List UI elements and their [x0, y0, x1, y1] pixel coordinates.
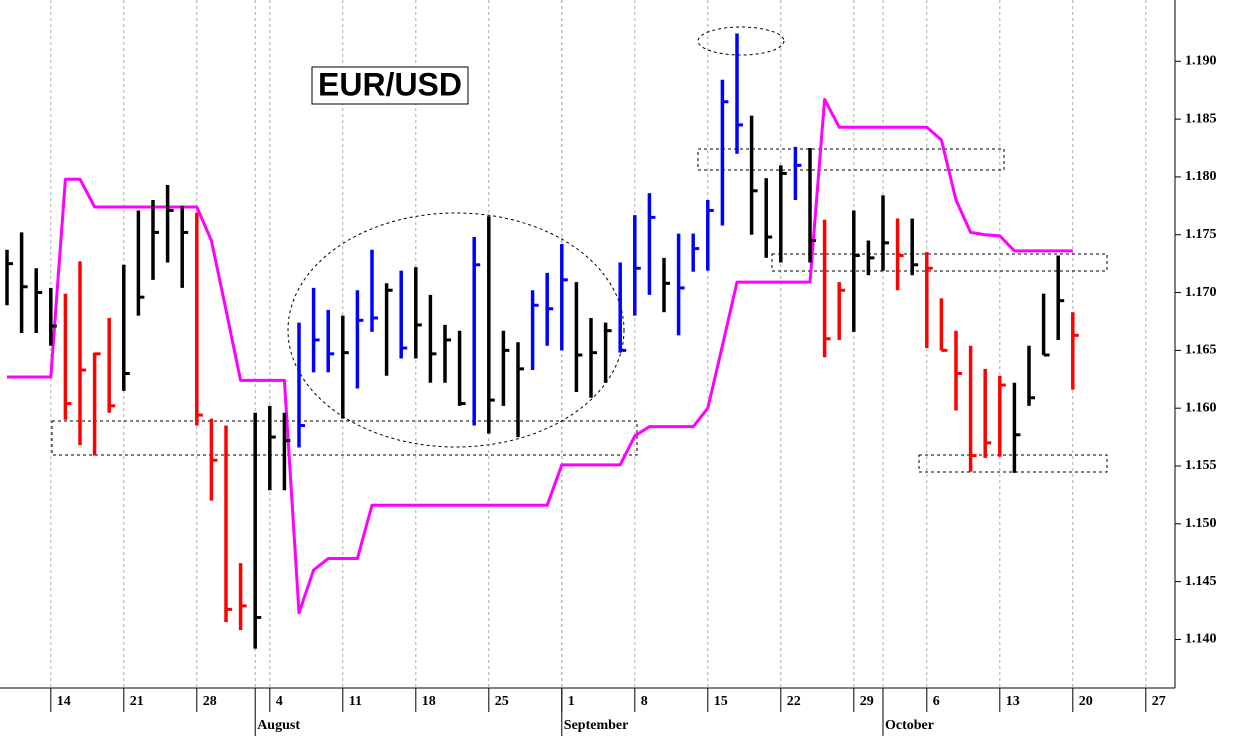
x-tick-label: 14: [57, 694, 71, 709]
y-tick-label: 1.175: [1185, 227, 1217, 242]
x-tick-label: 21: [130, 694, 144, 709]
x-tick-label: 27: [1152, 694, 1166, 709]
axes: 1.140 1.145 1.150 1.155 1.160 1.165 1.170 1.175…: [50, 54, 1217, 736]
x-tick-label: 15: [714, 694, 728, 709]
y-tick-label: 1.170: [1185, 285, 1217, 300]
month-label: September: [564, 718, 629, 733]
title-box: [311, 66, 469, 105]
y-tick-label: 1.185: [1185, 111, 1217, 126]
month-label: August: [257, 718, 300, 733]
x-tick-label: 4: [276, 694, 283, 709]
month-label: October: [885, 718, 934, 733]
x-tick-label: 6: [933, 694, 940, 709]
plot: [5, 33, 1079, 649]
resistance-box: [697, 148, 1005, 171]
x-tick-label: 28: [203, 694, 217, 709]
y-tick-label: 1.180: [1185, 169, 1217, 184]
consolidation-ellipse: [287, 212, 625, 448]
y-tick-label: 1.160: [1185, 400, 1217, 415]
x-tick-label: 13: [1006, 694, 1020, 709]
annotations: [51, 26, 1108, 473]
support-box: [51, 420, 638, 456]
overlay-line: [7, 97, 1073, 615]
y-tick-label: 1.140: [1185, 632, 1217, 647]
y-tick-label: 1.145: [1185, 574, 1217, 589]
level-box: [771, 253, 1108, 272]
x-tick-label: 29: [860, 694, 874, 709]
y-tick-label: 1.150: [1185, 516, 1217, 531]
x-tick-label: 18: [422, 694, 436, 709]
peak-ellipse: [697, 26, 785, 56]
x-tick-label: 1: [568, 694, 575, 709]
x-tick-label: 11: [349, 694, 362, 709]
x-tick-label: 22: [787, 694, 801, 709]
x-tick-label: 25: [495, 694, 509, 709]
y-tick-label: 1.190: [1185, 54, 1217, 69]
x-tick-label: 20: [1079, 694, 1093, 709]
y-tick-label: 1.165: [1185, 343, 1217, 358]
chart-title: EUR/USD: [318, 66, 462, 102]
x-tick-label: 8: [641, 694, 648, 709]
y-tick-label: 1.155: [1185, 458, 1217, 473]
